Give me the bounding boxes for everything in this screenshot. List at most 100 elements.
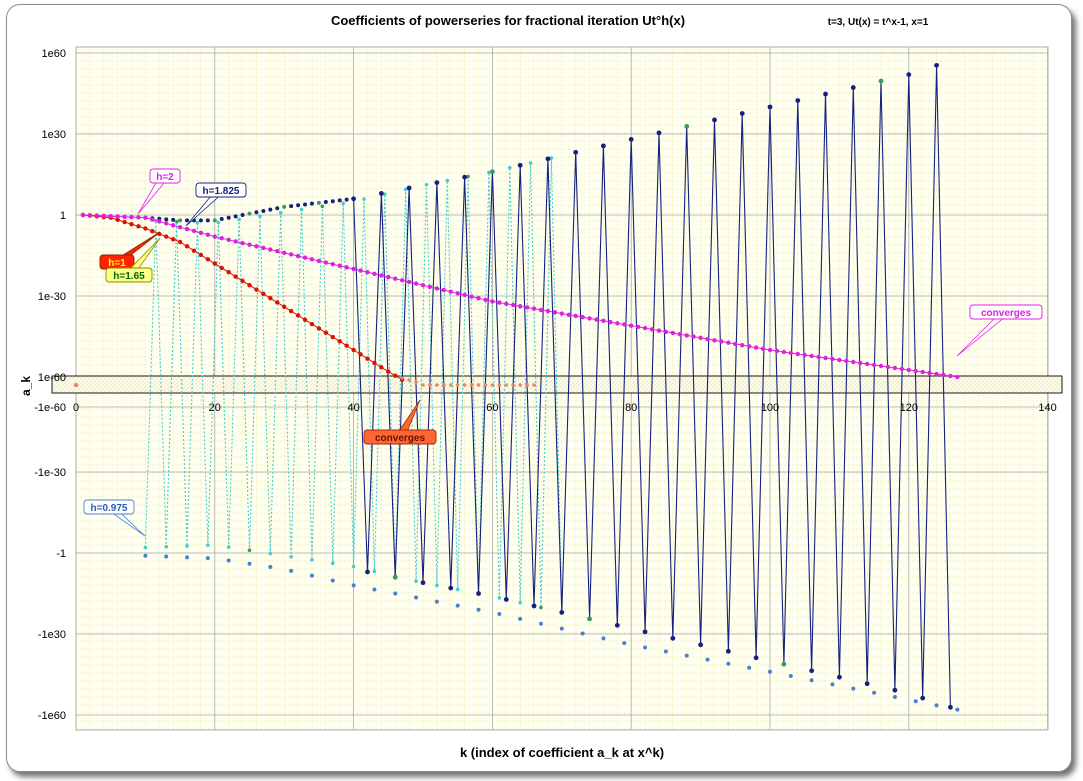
data-point	[351, 347, 356, 353]
data-point	[788, 674, 793, 678]
data-point	[747, 665, 752, 670]
data-point	[594, 317, 599, 322]
data-point	[337, 263, 342, 268]
data-point	[760, 346, 766, 351]
x-tick-label: 40	[347, 402, 359, 414]
data-point	[712, 117, 717, 123]
data-point	[115, 214, 120, 219]
data-point	[830, 356, 835, 362]
data-point	[532, 383, 536, 387]
data-point	[365, 569, 370, 575]
data-point	[684, 653, 689, 658]
data-point	[198, 218, 203, 223]
data-point	[268, 207, 273, 212]
data-point	[299, 207, 304, 212]
data-point	[393, 373, 398, 378]
y-tick-label: -1e-60	[34, 402, 66, 414]
data-point	[403, 187, 408, 192]
data-point	[191, 248, 197, 253]
data-point	[587, 316, 592, 321]
data-point	[379, 273, 384, 278]
data-point	[649, 327, 655, 332]
data-point	[184, 226, 190, 232]
data-point	[205, 556, 210, 561]
data-point	[164, 221, 169, 226]
data-point	[948, 373, 953, 379]
data-point	[469, 294, 474, 299]
data-point	[378, 191, 384, 196]
data-point	[885, 364, 891, 370]
data-point	[143, 226, 148, 231]
data-point	[518, 616, 523, 621]
data-point	[330, 261, 335, 267]
data-point	[663, 329, 669, 334]
data-point	[726, 340, 731, 345]
data-point	[258, 214, 262, 218]
data-point	[844, 358, 849, 364]
data-point	[837, 357, 842, 363]
data-point	[677, 332, 682, 337]
data-point	[643, 645, 648, 650]
data-point	[622, 322, 627, 327]
data-point	[629, 323, 634, 328]
data-point	[94, 213, 100, 218]
data-point	[261, 291, 266, 297]
data-point	[614, 622, 620, 628]
data-point	[351, 583, 356, 588]
data-point	[282, 250, 287, 255]
data-point	[684, 124, 690, 129]
data-point	[670, 330, 676, 336]
x-axis-label: k (index of coefficient a_k at x^k)	[460, 745, 664, 760]
data-point	[351, 564, 356, 569]
data-point	[656, 130, 662, 136]
data-point	[212, 234, 217, 239]
data-point	[275, 206, 280, 211]
data-point	[767, 104, 773, 110]
x-tick-label: 60	[486, 402, 498, 414]
data-point	[414, 380, 418, 384]
data-point	[663, 649, 668, 654]
data-point	[573, 149, 579, 155]
series-h=2	[80, 212, 960, 380]
data-point	[219, 265, 224, 271]
data-point	[448, 585, 454, 591]
data-point	[254, 244, 259, 249]
data-point	[906, 367, 911, 373]
data-point	[195, 220, 200, 225]
data-point	[184, 244, 190, 249]
data-point	[372, 587, 377, 592]
data-point	[517, 304, 523, 309]
data-point	[233, 274, 238, 279]
data-point	[691, 334, 696, 339]
data-point	[531, 306, 537, 311]
data-point	[295, 313, 301, 318]
data-point	[781, 349, 787, 355]
data-point	[320, 204, 325, 209]
data-point	[628, 137, 634, 142]
data-point	[323, 260, 329, 265]
data-point	[365, 270, 370, 275]
data-point	[383, 192, 387, 197]
data-point	[524, 305, 530, 310]
data-point	[462, 383, 467, 387]
data-point	[164, 554, 169, 559]
data-point	[615, 321, 620, 326]
data-point	[323, 330, 329, 335]
data-point	[198, 252, 204, 258]
series-h=0.975	[143, 553, 960, 712]
data-point	[434, 599, 439, 604]
data-point	[358, 268, 363, 273]
data-point	[212, 261, 217, 266]
data-point	[247, 242, 252, 247]
data-point	[518, 600, 522, 605]
data-point	[490, 383, 495, 387]
data-point	[927, 370, 932, 376]
data-point	[219, 236, 224, 241]
callout-label: h=2	[137, 168, 181, 215]
data-point	[906, 72, 912, 77]
data-point	[212, 218, 217, 223]
data-point	[622, 641, 627, 646]
y-tick-label: -1	[56, 548, 66, 560]
data-point	[226, 558, 231, 563]
data-point	[435, 583, 439, 588]
